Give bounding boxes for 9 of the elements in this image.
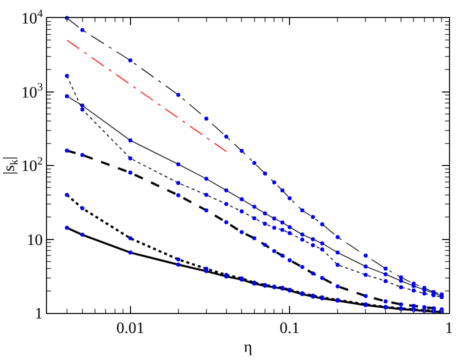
- y-tick-label: 10$^{2}$: [21, 155, 43, 176]
- y-tick-label: 10$^{4}$: [21, 8, 44, 28]
- x-tick-label: 0.01: [116, 320, 144, 338]
- x-tick-label: 1: [445, 320, 453, 338]
- y-tick-label: 1: [34, 306, 43, 323]
- x-axis-title: η: [244, 338, 252, 356]
- y-tick-label: 10: [26, 232, 43, 249]
- y-tick-label: 10$^{3}$: [21, 82, 44, 102]
- x-tick-label: 0.1: [280, 320, 300, 338]
